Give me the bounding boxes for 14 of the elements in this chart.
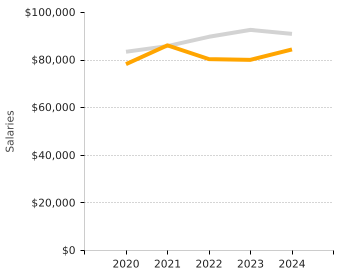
x-tick-label: 2024 xyxy=(278,258,306,270)
x-tick-label: 2020 xyxy=(112,258,140,270)
x-tick-label: 2022 xyxy=(195,258,223,270)
y-tick-label: $40,000 xyxy=(31,148,76,162)
line-series xyxy=(124,43,294,66)
x-tick-label: 2021 xyxy=(154,258,182,270)
y-tick-label: $100,000 xyxy=(24,6,76,19)
line-series xyxy=(124,28,294,54)
x-tick-label: 2023 xyxy=(236,258,264,270)
y-tick-label: $20,000 xyxy=(31,196,76,210)
y-tick-label: $0 xyxy=(62,244,76,257)
y-tick-label: $60,000 xyxy=(31,101,76,114)
y-axis-title: Salaries xyxy=(4,110,17,153)
y-tick-label: $80,000 xyxy=(31,54,76,67)
